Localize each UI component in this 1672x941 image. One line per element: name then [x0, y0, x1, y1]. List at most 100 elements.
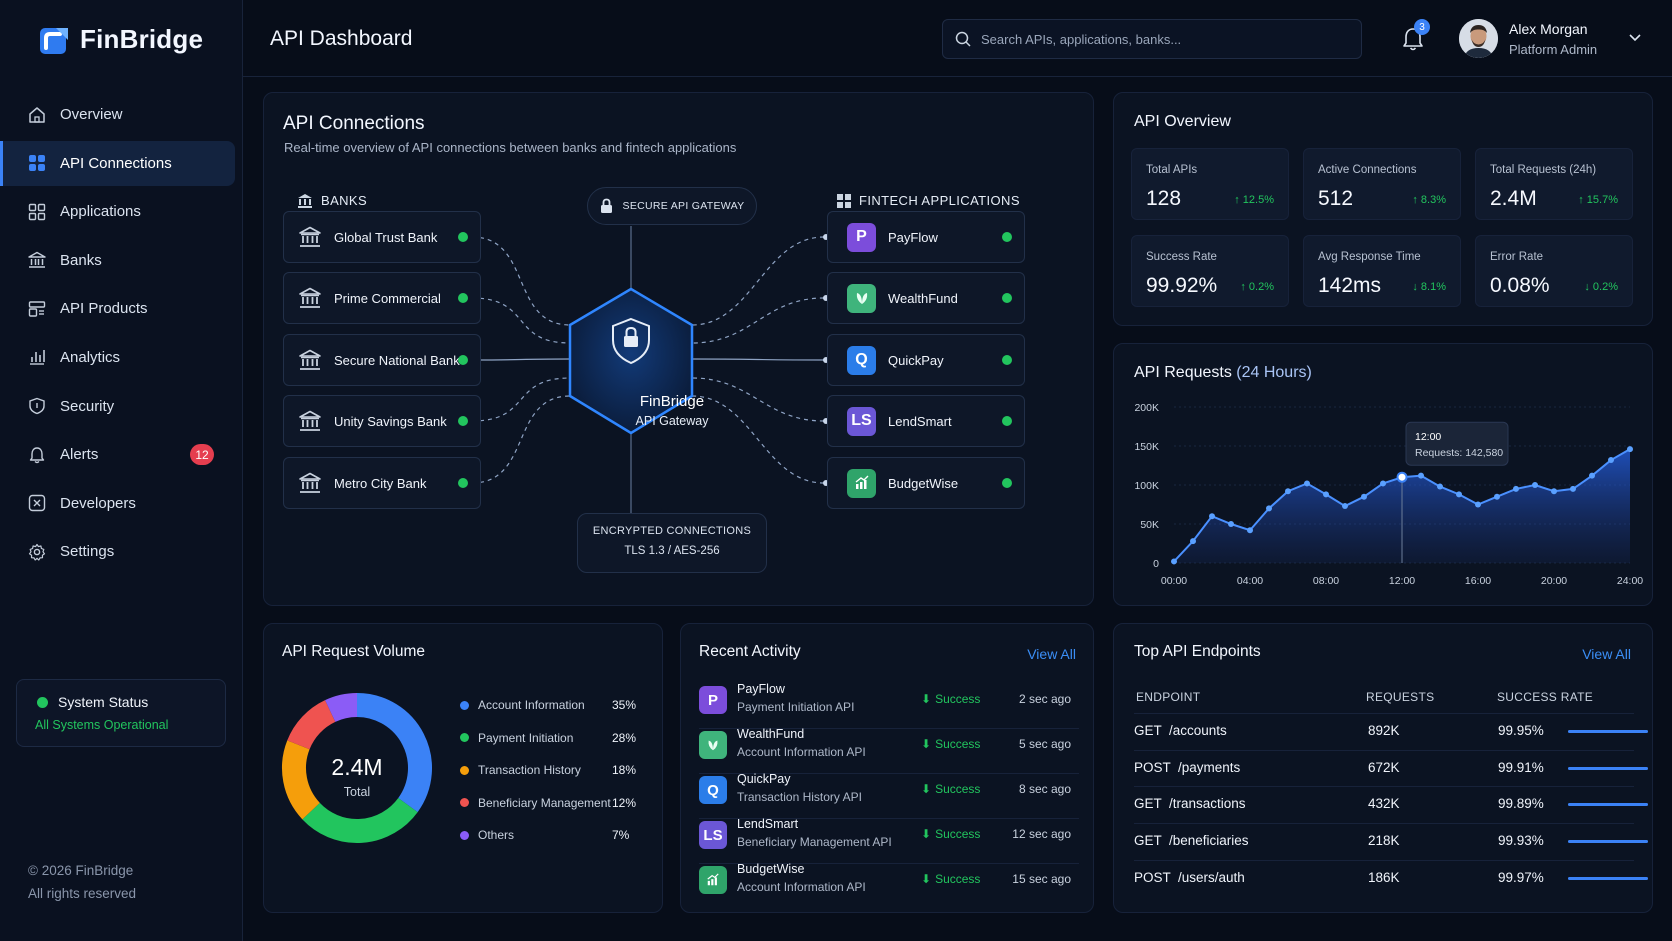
- data-point[interactable]: [1494, 493, 1500, 500]
- data-point[interactable]: [1266, 505, 1272, 512]
- encrypted-connections-box: ENCRYPTED CONNECTIONS TLS 1.3 / AES-256: [577, 513, 767, 573]
- sidebar-item-settings[interactable]: Settings: [0, 529, 235, 574]
- data-point[interactable]: [1380, 480, 1386, 487]
- connection-line: [471, 395, 571, 484]
- endpoint-row[interactable]: POST /payments 672K 99.91%: [1134, 749, 1648, 787]
- stat-card[interactable]: Avg Response Time 142ms ↓ 8.1%: [1303, 235, 1461, 307]
- gateway-hexagon: [568, 287, 694, 435]
- stat-card[interactable]: Total Requests (24h) 2.4M ↑ 15.7%: [1475, 148, 1633, 220]
- brand-logo[interactable]: FinBridge: [40, 24, 203, 55]
- chevron-down-icon[interactable]: [1629, 34, 1641, 42]
- recent-activity-card: Recent Activity View All P PayFlow Payment…: [680, 623, 1094, 913]
- data-point[interactable]: [1456, 491, 1462, 498]
- gateway-hub[interactable]: FinBridge API Gateway: [604, 393, 740, 428]
- data-point[interactable]: [1171, 558, 1177, 565]
- data-point[interactable]: [1304, 480, 1310, 487]
- donut-slice[interactable]: [287, 700, 336, 750]
- data-point[interactable]: [1285, 488, 1291, 495]
- sidebar-item-applications[interactable]: Applications: [0, 189, 235, 234]
- notification-count-badge: 3: [1414, 19, 1430, 35]
- fintech-node[interactable]: BudgetWise: [827, 457, 1025, 509]
- sidebar-item-security[interactable]: Security: [0, 384, 235, 429]
- sidebar-item-analytics[interactable]: Analytics: [0, 335, 235, 380]
- stat-value: 2.4M: [1490, 187, 1537, 210]
- fintech-heading-label: FINTECH APPLICATIONS: [859, 193, 1020, 208]
- fintech-name: QuickPay: [888, 352, 944, 368]
- endpoints-view-all-link[interactable]: View All: [1582, 646, 1631, 662]
- activity-row[interactable]: Q QuickPay Transaction History API ⬇ Success…: [699, 770, 1079, 819]
- fintech-node[interactable]: P PayFlow: [827, 211, 1025, 263]
- stat-value: 142ms: [1318, 274, 1382, 297]
- fintech-node[interactable]: WealthFund: [827, 272, 1025, 324]
- bank-node[interactable]: Metro City Bank: [283, 457, 481, 509]
- data-point[interactable]: [1323, 491, 1329, 498]
- search-box[interactable]: [942, 19, 1362, 59]
- grid-heading-icon: [837, 193, 851, 208]
- fintech-node[interactable]: LS LendSmart: [827, 395, 1025, 447]
- data-point[interactable]: [1209, 513, 1215, 520]
- highlight-point[interactable]: [1396, 471, 1408, 483]
- search-input[interactable]: [981, 31, 1341, 47]
- requests-title: API Requests (24 Hours): [1134, 364, 1312, 382]
- gateway-label: API Gateway: [635, 414, 709, 428]
- data-point[interactable]: [1342, 503, 1348, 510]
- data-point[interactable]: [1627, 446, 1633, 453]
- endpoint-success-rate: 99.93%: [1498, 833, 1544, 849]
- endpoint-success-rate: 99.95%: [1498, 723, 1544, 738]
- data-point[interactable]: [1589, 472, 1595, 479]
- user-avatar[interactable]: [1459, 19, 1498, 58]
- endpoint-row[interactable]: GET /beneficiaries 218K 99.93%: [1134, 823, 1648, 860]
- data-point[interactable]: [1190, 538, 1196, 545]
- requests-chart[interactable]: 0 50K 100K 150K 200K 00:00 04:00 08:00 12:00 16:0…: [1114, 344, 1654, 607]
- bank-node[interactable]: Secure National Bank: [283, 334, 481, 386]
- stat-card[interactable]: Success Rate 99.92% ↑ 0.2%: [1131, 235, 1289, 307]
- endpoint-row[interactable]: GET /transactions 432K 99.89%: [1134, 786, 1648, 823]
- activity-row[interactable]: P PayFlow Payment Initiation API ⬇ Success 2 …: [699, 680, 1079, 729]
- activity-row[interactable]: WealthFund Account Information API ⬇ Succes…: [699, 725, 1079, 774]
- data-point[interactable]: [1475, 501, 1481, 508]
- data-point[interactable]: [1513, 485, 1519, 492]
- stat-card[interactable]: Total APIs 128 ↑ 12.5%: [1131, 148, 1289, 220]
- sidebar-item-alerts[interactable]: Alerts 12: [0, 432, 235, 477]
- system-status-card[interactable]: System Status All Systems Operational: [16, 679, 226, 747]
- endpoint-row[interactable]: POST /users/auth 186K 99.97%: [1134, 859, 1648, 897]
- top-endpoints-card: Top API Endpoints View All ENDPOINT REQU…: [1113, 623, 1653, 913]
- activity-view-all-link[interactable]: View All: [1027, 646, 1076, 662]
- data-point[interactable]: [1418, 472, 1424, 479]
- stat-card[interactable]: Active Connections 512 ↑ 8.3%: [1303, 148, 1461, 220]
- data-point[interactable]: [1437, 483, 1443, 490]
- data-point[interactable]: [1361, 493, 1367, 500]
- stat-card[interactable]: Error Rate 0.08% ↓ 0.2%: [1475, 235, 1633, 307]
- volume-donut-chart[interactable]: [280, 686, 434, 850]
- data-point[interactable]: [1532, 482, 1538, 488]
- bank-icon: [299, 226, 321, 247]
- bank-node[interactable]: Global Trust Bank: [283, 211, 481, 263]
- sidebar-item-banks[interactable]: Banks: [0, 238, 235, 283]
- activity-time: 8 sec ago: [1018, 782, 1071, 796]
- sidebar-item-api-connections[interactable]: API Connections: [0, 140, 235, 186]
- data-point[interactable]: [1551, 488, 1557, 495]
- sidebar-item-overview[interactable]: Overview: [0, 92, 235, 137]
- activity-row[interactable]: BudgetWise Account Information API ⬇ Succes…: [699, 860, 1079, 905]
- data-point[interactable]: [1247, 527, 1253, 534]
- fintech-name: WealthFund: [888, 290, 958, 306]
- bank-node[interactable]: Prime Commercial: [283, 272, 481, 324]
- endpoint-row[interactable]: GET /accounts 892K 99.95%: [1134, 713, 1648, 750]
- activity-api: Payment Initiation API: [737, 700, 855, 714]
- data-point[interactable]: [1608, 457, 1614, 464]
- donut-slice[interactable]: [356, 693, 432, 813]
- donut-slice[interactable]: [325, 693, 358, 723]
- donut-slice[interactable]: [282, 740, 321, 820]
- sidebar-item-developers[interactable]: Developers: [0, 481, 235, 526]
- bank-node[interactable]: Unity Savings Bank: [283, 395, 481, 447]
- y-tick-label: 50K: [1140, 519, 1159, 531]
- system-status-text: All Systems Operational: [35, 718, 169, 732]
- data-point[interactable]: [1228, 521, 1234, 527]
- data-point[interactable]: [1570, 485, 1576, 492]
- fintech-node[interactable]: Q QuickPay: [827, 334, 1025, 386]
- activity-row[interactable]: LS LendSmart Beneficiary Management API ⬇ Su…: [699, 815, 1079, 864]
- sidebar-item-api-products[interactable]: API Products: [0, 286, 235, 331]
- analytics-icon: [28, 348, 46, 366]
- donut-slice[interactable]: [302, 797, 418, 843]
- legend-label: Others: [478, 828, 515, 843]
